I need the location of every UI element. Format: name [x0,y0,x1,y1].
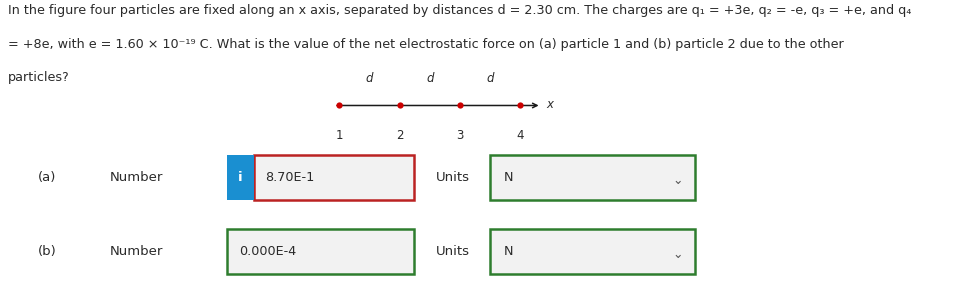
Text: i: i [239,171,243,184]
Text: (a): (a) [38,171,56,184]
Text: Units: Units [435,171,470,184]
Text: d: d [366,72,373,85]
Text: N: N [504,171,514,184]
Text: Units: Units [435,245,470,258]
Text: N: N [504,245,514,258]
Text: 8.70E-1: 8.70E-1 [265,171,315,184]
FancyBboxPatch shape [227,155,254,200]
FancyBboxPatch shape [227,229,414,274]
Text: In the figure four particles are fixed along an x axis, separated by distances d: In the figure four particles are fixed a… [8,4,911,17]
FancyBboxPatch shape [490,229,695,274]
Text: 3: 3 [456,129,464,142]
Text: particles?: particles? [8,71,70,84]
Text: x: x [546,98,553,110]
Text: = +8e, with e = 1.60 × 10⁻¹⁹ C. What is the value of the net electrostatic force: = +8e, with e = 1.60 × 10⁻¹⁹ C. What is … [8,38,843,51]
FancyBboxPatch shape [254,155,414,200]
Text: 0.000E-4: 0.000E-4 [239,245,296,258]
Text: ⌄: ⌄ [673,248,683,261]
Text: d: d [426,72,434,85]
Text: 4: 4 [517,129,524,142]
Text: 1: 1 [335,129,343,142]
Text: (b): (b) [38,245,57,258]
Text: d: d [486,72,494,85]
FancyBboxPatch shape [490,155,695,200]
Text: 2: 2 [395,129,403,142]
Text: Number: Number [110,245,163,258]
Text: ⌄: ⌄ [673,174,683,187]
Text: Number: Number [110,171,163,184]
